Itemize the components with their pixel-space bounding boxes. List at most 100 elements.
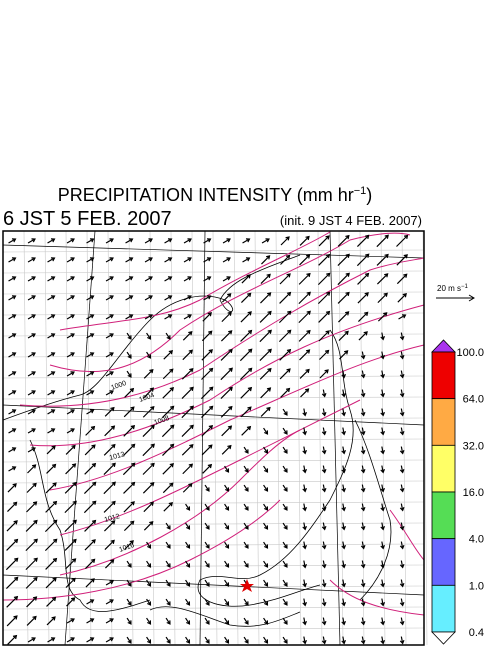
- wind-arrow: [243, 446, 249, 454]
- wind-arrow: [5, 576, 19, 590]
- wind-arrow: [7, 483, 17, 493]
- wind-arrow: [321, 503, 327, 512]
- wind-arrow: [380, 389, 386, 398]
- wind-arrow: [321, 522, 327, 531]
- wind-arrow: [143, 387, 155, 399]
- wind-arrow: [27, 390, 36, 396]
- isobar: [59, 399, 361, 536]
- wind-arrow: [144, 238, 153, 244]
- wind-arrow: [144, 295, 153, 301]
- wind-arrow: [27, 371, 36, 377]
- wind-arrow: [27, 295, 36, 301]
- wind-arrow: [399, 351, 405, 360]
- wind-arrow: [203, 257, 212, 263]
- wind-arrow: [321, 427, 327, 436]
- wind-arrow: [8, 390, 17, 396]
- wind-arrow: [165, 541, 171, 549]
- wind-arrow: [280, 254, 291, 265]
- colorbar-label: 64.0: [463, 394, 484, 406]
- isobar: [389, 509, 425, 561]
- wind-arrow: [66, 390, 75, 396]
- isobar: [19, 257, 425, 407]
- wind-arrow: [282, 541, 288, 549]
- wind-arrow: [399, 427, 405, 436]
- wind-arrow: [280, 236, 290, 246]
- wind-arrow: [86, 618, 95, 624]
- wind-arrow: [318, 330, 330, 342]
- wind-arrow: [201, 330, 213, 342]
- wind-arrow: [47, 409, 56, 415]
- wind-arrow: [360, 598, 366, 607]
- wind-arrow: [65, 558, 77, 570]
- wind-arrow: [380, 560, 386, 569]
- wind-arrow: [126, 332, 132, 340]
- wind-arrow: [103, 500, 116, 513]
- wind-arrow: [7, 501, 18, 512]
- wind-arrow: [321, 389, 327, 398]
- vector-scale-label: 20 m s−1: [437, 284, 469, 293]
- wind-arrow: [282, 579, 288, 587]
- wind-arrow: [84, 519, 97, 532]
- wind-arrow: [399, 598, 405, 607]
- wind-arrow: [65, 577, 76, 588]
- wind-arrow: [282, 408, 288, 416]
- wind-arrow: [185, 598, 191, 606]
- wind-arrow: [221, 311, 232, 323]
- grid-line: [2, 375, 425, 379]
- wind-arrow: [26, 501, 38, 513]
- wind-arrow: [105, 390, 114, 396]
- map-frame: [2, 230, 425, 646]
- wind-arrow: [380, 351, 386, 360]
- isobar-label: 1008: [153, 415, 170, 427]
- wind-arrow: [321, 579, 327, 588]
- wind-arrow: [282, 522, 288, 530]
- wind-arrow: [8, 333, 17, 339]
- wind-arrow: [263, 465, 269, 473]
- wind-arrow: [259, 367, 272, 380]
- wind-arrow: [45, 500, 58, 513]
- wind-arrow: [282, 598, 288, 606]
- wind-arrow: [27, 333, 36, 339]
- wind-arrow: [360, 351, 366, 360]
- wind-arrow: [399, 541, 405, 550]
- wind-arrow: [220, 348, 233, 361]
- wind-arrow: [47, 314, 56, 320]
- wind-arrow: [318, 310, 331, 323]
- wind-arrow: [380, 446, 386, 455]
- wind-arrow: [201, 424, 214, 437]
- wind-arrow: [241, 425, 252, 436]
- wind-arrow: [298, 291, 311, 305]
- wind-arrow: [182, 349, 193, 361]
- wind-arrow: [240, 311, 252, 323]
- wind-arrow: [66, 428, 75, 434]
- wind-arrow: [282, 465, 288, 473]
- wind-arrow: [224, 617, 230, 625]
- wind-arrow: [204, 541, 210, 549]
- wind-arrow: [302, 579, 308, 588]
- wind-arrow: [5, 557, 19, 571]
- wind-arrow: [341, 598, 347, 607]
- wind-arrow: [282, 427, 288, 435]
- wind-arrow: [399, 465, 405, 474]
- wind-arrow: [302, 522, 308, 531]
- wind-arrow: [298, 310, 311, 324]
- wind-arrow: [302, 465, 308, 474]
- wind-arrow: [220, 386, 233, 400]
- wind-arrow: [380, 370, 386, 379]
- colorbar-label: 0.4: [469, 627, 484, 639]
- wind-arrow: [66, 238, 75, 244]
- wind-arrow: [185, 541, 191, 549]
- wind-arrow: [125, 238, 134, 244]
- grid-line: [44, 230, 50, 646]
- wind-arrow: [126, 351, 132, 359]
- wind-arrow: [243, 560, 249, 568]
- wind-arrow: [357, 272, 370, 285]
- wind-arrow: [163, 349, 174, 360]
- wind-arrow: [86, 371, 95, 377]
- isobar: [59, 231, 331, 331]
- wind-arrow: [64, 500, 77, 514]
- wind-arrow: [396, 254, 408, 266]
- wind-arrow: [142, 424, 155, 437]
- wind-arrow: [185, 560, 191, 568]
- wind-arrow: [240, 406, 252, 418]
